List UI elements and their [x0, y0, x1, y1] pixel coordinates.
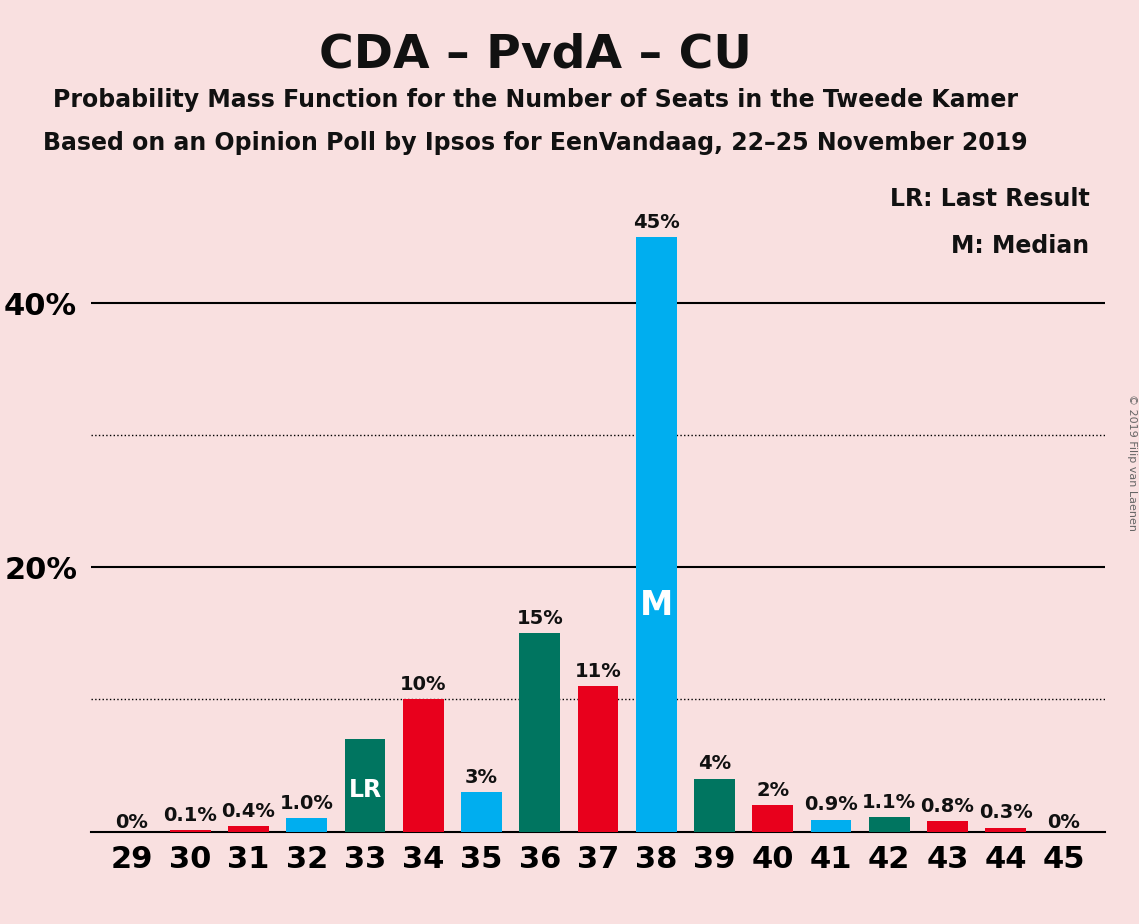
Text: CDA – PvdA – CU: CDA – PvdA – CU [319, 32, 752, 78]
Text: 3%: 3% [465, 768, 498, 786]
Text: 2%: 2% [756, 781, 789, 800]
Bar [636, 237, 677, 832]
Bar [577, 687, 618, 832]
Bar [985, 828, 1026, 832]
Text: 0.9%: 0.9% [804, 796, 858, 814]
Text: 0.3%: 0.3% [978, 803, 1033, 822]
Text: © 2019 Filip van Laenen: © 2019 Filip van Laenen [1126, 394, 1137, 530]
Bar [228, 826, 269, 832]
Text: 0.1%: 0.1% [163, 806, 218, 825]
Bar [811, 820, 851, 832]
Bar [403, 699, 443, 832]
Text: 1.1%: 1.1% [862, 793, 917, 812]
Text: 0%: 0% [1048, 812, 1081, 832]
Text: Probability Mass Function for the Number of Seats in the Tweede Kamer: Probability Mass Function for the Number… [52, 88, 1018, 112]
Bar [694, 779, 735, 832]
Text: M: M [640, 590, 673, 622]
Text: 0.4%: 0.4% [221, 802, 276, 821]
Text: Based on an Opinion Poll by Ipsos for EenVandaag, 22–25 November 2019: Based on an Opinion Poll by Ipsos for Ee… [43, 131, 1027, 155]
Bar [869, 817, 910, 832]
Text: 10%: 10% [400, 675, 446, 694]
Text: 0.8%: 0.8% [920, 796, 975, 816]
Text: 45%: 45% [633, 213, 680, 232]
Text: LR: Last Result: LR: Last Result [890, 188, 1090, 212]
Bar [461, 792, 502, 832]
Bar [927, 821, 968, 832]
Text: 1.0%: 1.0% [280, 794, 334, 813]
Text: LR: LR [349, 778, 382, 802]
Bar [519, 634, 560, 832]
Bar [753, 805, 793, 832]
Bar [170, 831, 211, 832]
Bar [344, 739, 385, 832]
Text: 0%: 0% [115, 812, 148, 832]
Bar [286, 819, 327, 832]
Text: 15%: 15% [516, 609, 563, 628]
Text: 4%: 4% [698, 755, 731, 773]
Text: 11%: 11% [574, 662, 622, 681]
Text: M: Median: M: Median [951, 234, 1090, 258]
